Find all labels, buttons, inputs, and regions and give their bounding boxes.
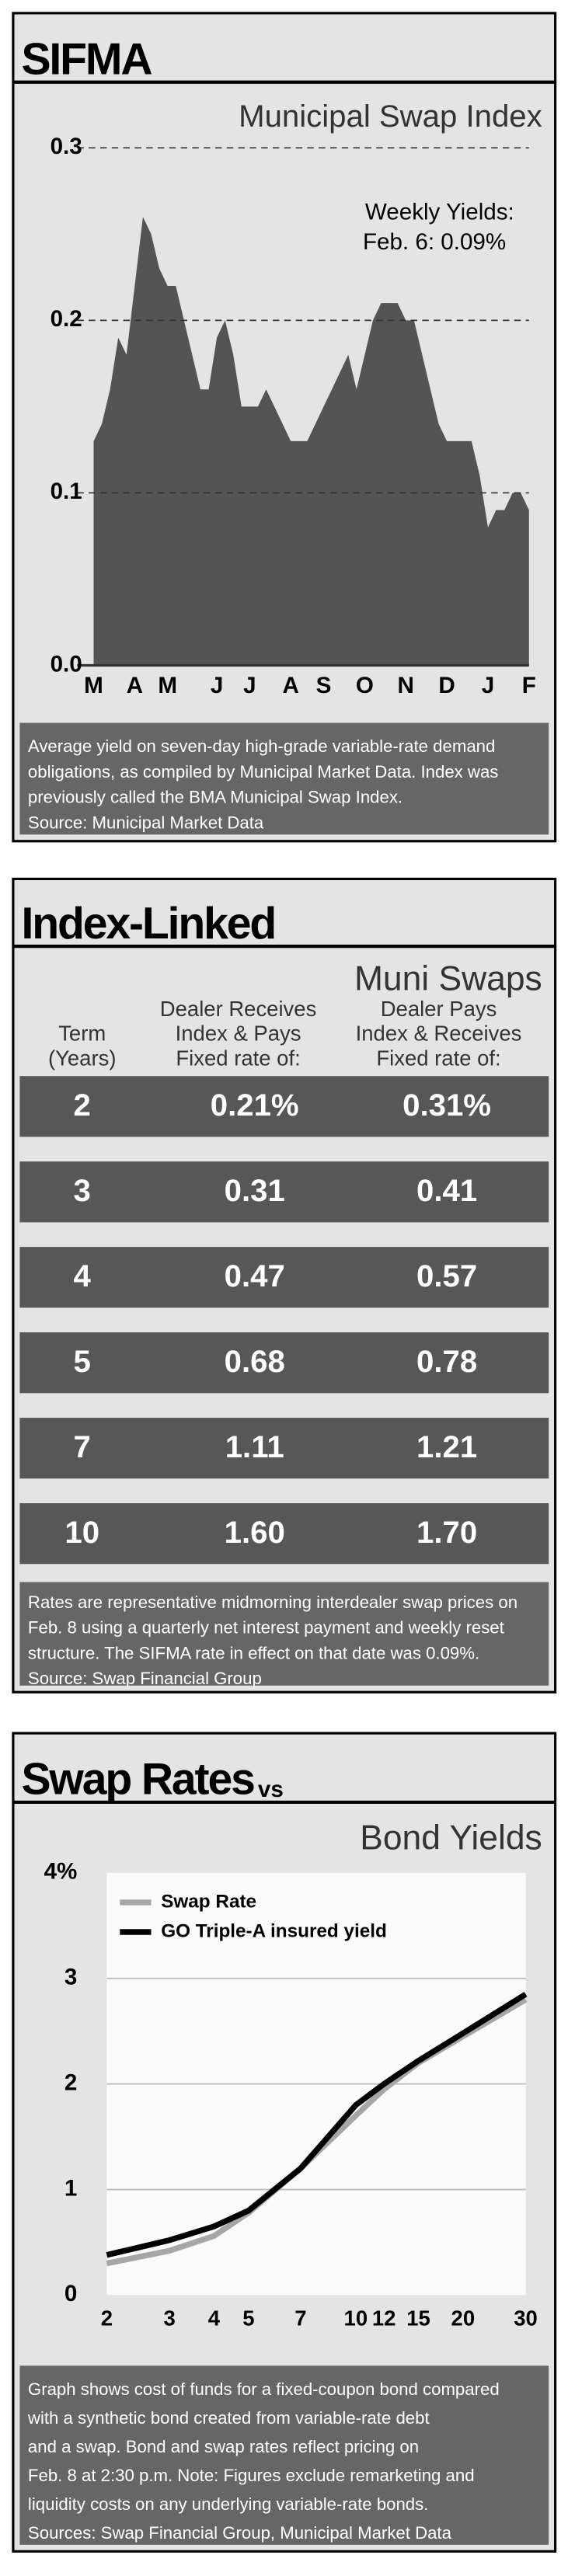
table-cell: 0.21% bbox=[211, 1088, 299, 1123]
note-line: Feb. 8 using a quarterly net interest pa… bbox=[28, 1618, 504, 1638]
table-cell: 1.60 bbox=[225, 1515, 285, 1550]
table-row bbox=[19, 1418, 549, 1479]
table-cell: 2 bbox=[74, 1088, 91, 1123]
table-cell: 0.47 bbox=[225, 1258, 285, 1293]
subtitle: Bond Yields bbox=[360, 1819, 542, 1857]
note-line: Rates are representative midmorning inte… bbox=[28, 1593, 518, 1612]
x-tick-label: 10 bbox=[344, 2306, 368, 2330]
x-tick-label: 3 bbox=[164, 2306, 176, 2330]
note-box bbox=[19, 1582, 549, 1686]
table-row bbox=[19, 1332, 549, 1394]
panel bbox=[12, 12, 557, 843]
area bbox=[93, 217, 529, 666]
x-tick-label: F bbox=[522, 673, 536, 698]
table-row bbox=[19, 1076, 549, 1137]
x-tick-label: J bbox=[211, 673, 223, 698]
legend-label: GO Triple-A insured yield bbox=[161, 1920, 387, 1941]
x-tick-label: J bbox=[243, 673, 256, 698]
x-tick-label: 20 bbox=[451, 2306, 476, 2330]
note-line: Source: Swap Financial Group bbox=[28, 1669, 262, 1688]
x-tick-label: N bbox=[398, 673, 414, 698]
x-tick-label: A bbox=[283, 673, 299, 698]
annotation: Weekly Yields: bbox=[365, 200, 514, 225]
column-header: Fixed rate of: bbox=[176, 1046, 300, 1070]
x-tick-label: 4 bbox=[208, 2306, 221, 2330]
table-row bbox=[19, 1247, 549, 1308]
table-row bbox=[19, 1161, 549, 1223]
column-header: Fixed rate of: bbox=[376, 1046, 500, 1070]
y-tick-label: 3 bbox=[64, 1965, 77, 1990]
note-box bbox=[19, 2365, 549, 2545]
table-cell: 4 bbox=[74, 1258, 92, 1293]
table-cell: 3 bbox=[74, 1173, 91, 1208]
note-line: previously called the BMA Municipal Swap… bbox=[28, 788, 402, 807]
table-cell: 0.31% bbox=[402, 1088, 491, 1123]
x-tick-label: O bbox=[356, 673, 374, 698]
table-cell: 7 bbox=[74, 1429, 91, 1464]
note-line: Graph shows cost of funds for a fixed-co… bbox=[28, 2379, 500, 2399]
x-tick-label: A bbox=[127, 673, 143, 698]
subtitle: Muni Swaps bbox=[354, 959, 542, 997]
line bbox=[106, 1991, 528, 2258]
y-tick-label: 0 bbox=[64, 2281, 77, 2306]
note-line: obligations, as compiled by Municipal Ma… bbox=[28, 762, 498, 782]
y-tick-label: 0.0 bbox=[51, 651, 82, 677]
subtitle: Municipal Swap Index bbox=[239, 99, 542, 134]
column-header: Term bbox=[58, 1022, 106, 1046]
x-tick-label: M bbox=[84, 673, 103, 698]
note-line: Average yield on seven-day high-grade va… bbox=[28, 736, 495, 756]
table-cell: 0.78 bbox=[416, 1344, 477, 1379]
y-tick-label: 0.2 bbox=[51, 306, 82, 332]
table-cell: 0.57 bbox=[416, 1258, 477, 1293]
y-tick-label: 2 bbox=[64, 2070, 77, 2095]
y-tick-label: 0.1 bbox=[51, 479, 82, 504]
legend-label: Swap Rate bbox=[161, 1891, 256, 1912]
y-tick-label: 1 bbox=[64, 2175, 77, 2201]
note-line: structure. The SIFMA rate in effect on t… bbox=[28, 1643, 479, 1662]
x-tick-label: 7 bbox=[294, 2306, 306, 2330]
column-header: Dealer Receives bbox=[160, 997, 317, 1021]
note-box bbox=[19, 722, 549, 835]
column-header: Dealer Pays bbox=[381, 997, 497, 1021]
title: Swap Rates bbox=[21, 1755, 254, 1805]
column-header: (Years) bbox=[48, 1046, 117, 1070]
title: SIFMA bbox=[21, 34, 152, 84]
table-cell: 1.11 bbox=[225, 1429, 284, 1464]
y-tick-label: 4% bbox=[44, 1859, 78, 1885]
table-cell: 1.70 bbox=[416, 1515, 477, 1550]
column-header: Index & Pays bbox=[176, 1022, 301, 1046]
x-tick-label: 12 bbox=[372, 2306, 396, 2330]
x-tick-label: D bbox=[438, 673, 455, 698]
table-cell: 0.41 bbox=[416, 1173, 477, 1208]
x-tick-label: 2 bbox=[101, 2306, 113, 2330]
x-tick-label: 30 bbox=[514, 2306, 538, 2330]
table-cell: 10 bbox=[64, 1515, 99, 1550]
y-tick-label: 0.3 bbox=[51, 134, 82, 159]
x-tick-label: 15 bbox=[406, 2306, 430, 2330]
x-tick-label: J bbox=[482, 673, 494, 698]
table-cell: 0.31 bbox=[225, 1173, 285, 1208]
note-line: Source: Municipal Market Data bbox=[28, 813, 264, 832]
x-tick-label: M bbox=[158, 673, 177, 698]
annotation: Feb. 6: 0.09% bbox=[363, 229, 506, 255]
x-tick-label: 5 bbox=[242, 2306, 254, 2330]
note-line: Feb. 8 at 2:30 p.m. Note: Figures exclud… bbox=[28, 2466, 475, 2485]
table-cell: 1.21 bbox=[416, 1429, 477, 1464]
title-suffix: vs bbox=[258, 1777, 284, 1802]
note-line: liquidity costs on any underlying variab… bbox=[28, 2494, 428, 2514]
table-cell: 5 bbox=[74, 1344, 91, 1379]
table-row bbox=[19, 1503, 549, 1565]
note-line: with a synthetic bond created from varia… bbox=[27, 2408, 430, 2428]
note-line: and a swap. Bond and swap rates reflect … bbox=[28, 2437, 419, 2456]
x-tick-label: S bbox=[316, 673, 332, 698]
table-cell: 0.68 bbox=[225, 1344, 285, 1379]
note-line: Sources: Swap Financial Group, Municipal… bbox=[28, 2523, 452, 2543]
title: Index-Linked bbox=[21, 899, 275, 949]
column-header: Index & Receives bbox=[356, 1022, 522, 1046]
